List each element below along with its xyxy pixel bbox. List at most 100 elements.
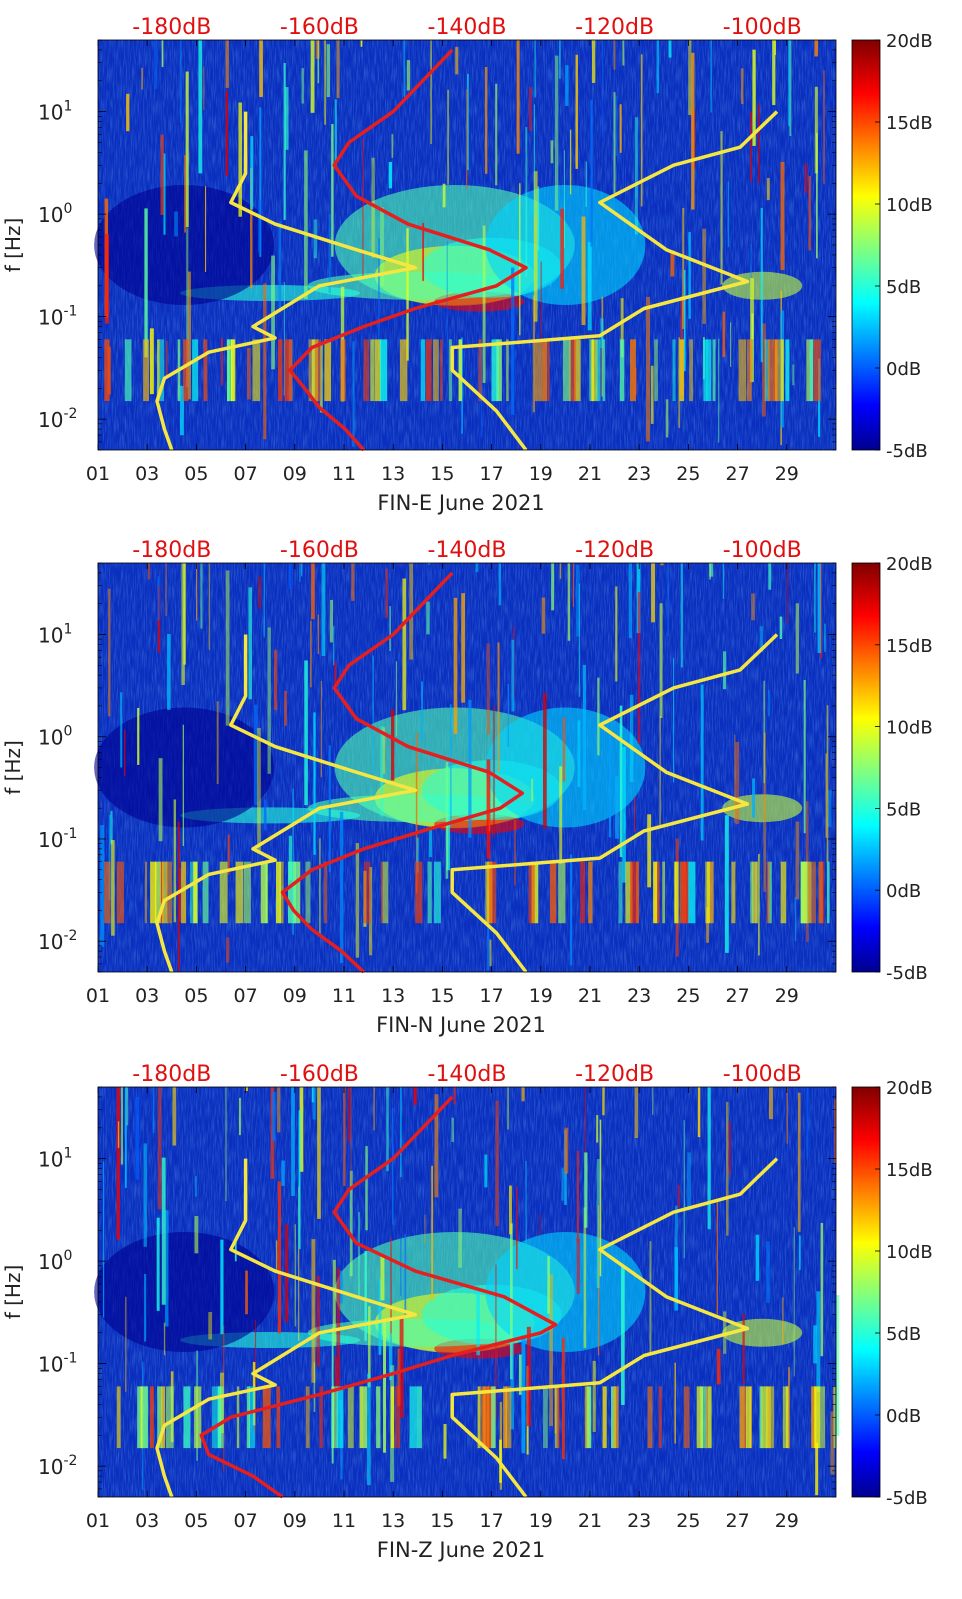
lf-band xyxy=(162,861,168,924)
streak xyxy=(691,52,695,210)
streak xyxy=(834,1099,836,1164)
streak xyxy=(310,621,312,688)
y-tick-label: 10-2 xyxy=(38,1453,77,1479)
energy-region xyxy=(485,185,646,305)
x-tick-label: 29 xyxy=(775,1510,799,1532)
lf-band xyxy=(305,861,311,924)
streak xyxy=(334,1356,338,1389)
streak xyxy=(225,90,229,176)
streak xyxy=(670,250,675,277)
lf-band xyxy=(157,1386,163,1449)
streak xyxy=(782,1297,784,1344)
streak xyxy=(391,134,394,158)
streak xyxy=(304,660,308,806)
streak xyxy=(413,1087,417,1105)
lf-band xyxy=(814,1386,821,1449)
lf-band xyxy=(427,861,432,924)
x-tick-label: 13 xyxy=(381,463,405,485)
x-tick-label: 25 xyxy=(676,985,700,1007)
lf-band xyxy=(314,339,322,402)
streak xyxy=(380,1254,385,1301)
y-tick-label: 10-1 xyxy=(38,304,77,330)
streak xyxy=(577,1150,579,1242)
streak xyxy=(808,176,811,251)
streak xyxy=(380,726,384,817)
lf-band xyxy=(767,339,775,402)
streak xyxy=(507,683,510,748)
lf-band xyxy=(161,1386,166,1449)
x-tick-label: 09 xyxy=(283,1510,307,1532)
streak xyxy=(615,95,618,156)
colorbar-label: 20dB xyxy=(886,554,933,575)
streak xyxy=(141,67,144,90)
streak xyxy=(351,563,355,601)
colorbar-label: 0dB xyxy=(886,359,921,380)
streak xyxy=(259,107,262,257)
lf-band xyxy=(143,339,149,402)
lf-band xyxy=(104,861,111,924)
lf-band xyxy=(324,339,332,402)
lf-band xyxy=(591,339,594,402)
streak xyxy=(660,563,664,566)
x-tick-label: 09 xyxy=(283,985,307,1007)
streak xyxy=(561,1337,565,1460)
lf-band xyxy=(681,861,689,924)
streak xyxy=(244,1087,248,1092)
streak xyxy=(319,838,321,935)
streak xyxy=(804,163,808,194)
streak xyxy=(576,1238,580,1294)
streak xyxy=(757,104,760,184)
streak xyxy=(622,746,626,883)
streak xyxy=(220,1239,224,1335)
streak xyxy=(227,834,230,875)
streak xyxy=(383,1319,386,1453)
streak xyxy=(787,563,789,625)
streak xyxy=(402,578,407,711)
streak xyxy=(143,1143,147,1247)
streak xyxy=(406,60,411,91)
lf-band xyxy=(775,339,782,402)
streak xyxy=(263,283,267,440)
x-tick-label: 21 xyxy=(578,985,602,1007)
streak xyxy=(716,1201,718,1315)
streak xyxy=(674,1362,676,1444)
lf-band xyxy=(554,1386,558,1449)
y-tick-label: 101 xyxy=(38,1146,72,1172)
lf-band xyxy=(562,339,571,402)
streak xyxy=(683,270,686,372)
streak xyxy=(637,592,641,745)
y-tick-exponent: 1 xyxy=(63,99,72,115)
streak xyxy=(409,563,414,660)
x-tick-label: 23 xyxy=(627,463,651,485)
streak xyxy=(599,1119,602,1277)
streak xyxy=(720,131,723,285)
streak xyxy=(320,680,322,778)
streak xyxy=(476,1288,480,1356)
colorbar-label: 5dB xyxy=(886,1324,921,1345)
streak xyxy=(578,583,581,697)
x-tick-label: 11 xyxy=(332,1510,356,1532)
streak xyxy=(245,1270,248,1315)
lf-band xyxy=(458,339,462,402)
lf-band xyxy=(780,861,787,924)
streak xyxy=(682,207,685,329)
streak xyxy=(824,623,826,652)
streak xyxy=(634,1087,639,1138)
streak xyxy=(709,563,711,580)
lf-band xyxy=(766,861,770,924)
energy-region xyxy=(94,1232,275,1352)
colorbar-label: 5dB xyxy=(886,799,921,820)
streak xyxy=(451,1117,455,1143)
red-curve-1 xyxy=(288,48,528,452)
streak xyxy=(582,664,587,810)
lf-band xyxy=(781,339,784,402)
streak xyxy=(688,231,691,319)
lf-band xyxy=(165,1386,174,1449)
x-tick-label: 07 xyxy=(234,985,258,1007)
lf-band xyxy=(202,861,209,924)
streak xyxy=(177,821,180,971)
x-tick-label: 17 xyxy=(480,985,504,1007)
streak xyxy=(313,712,316,855)
lf-band xyxy=(557,1386,560,1449)
lf-band xyxy=(246,1386,250,1449)
